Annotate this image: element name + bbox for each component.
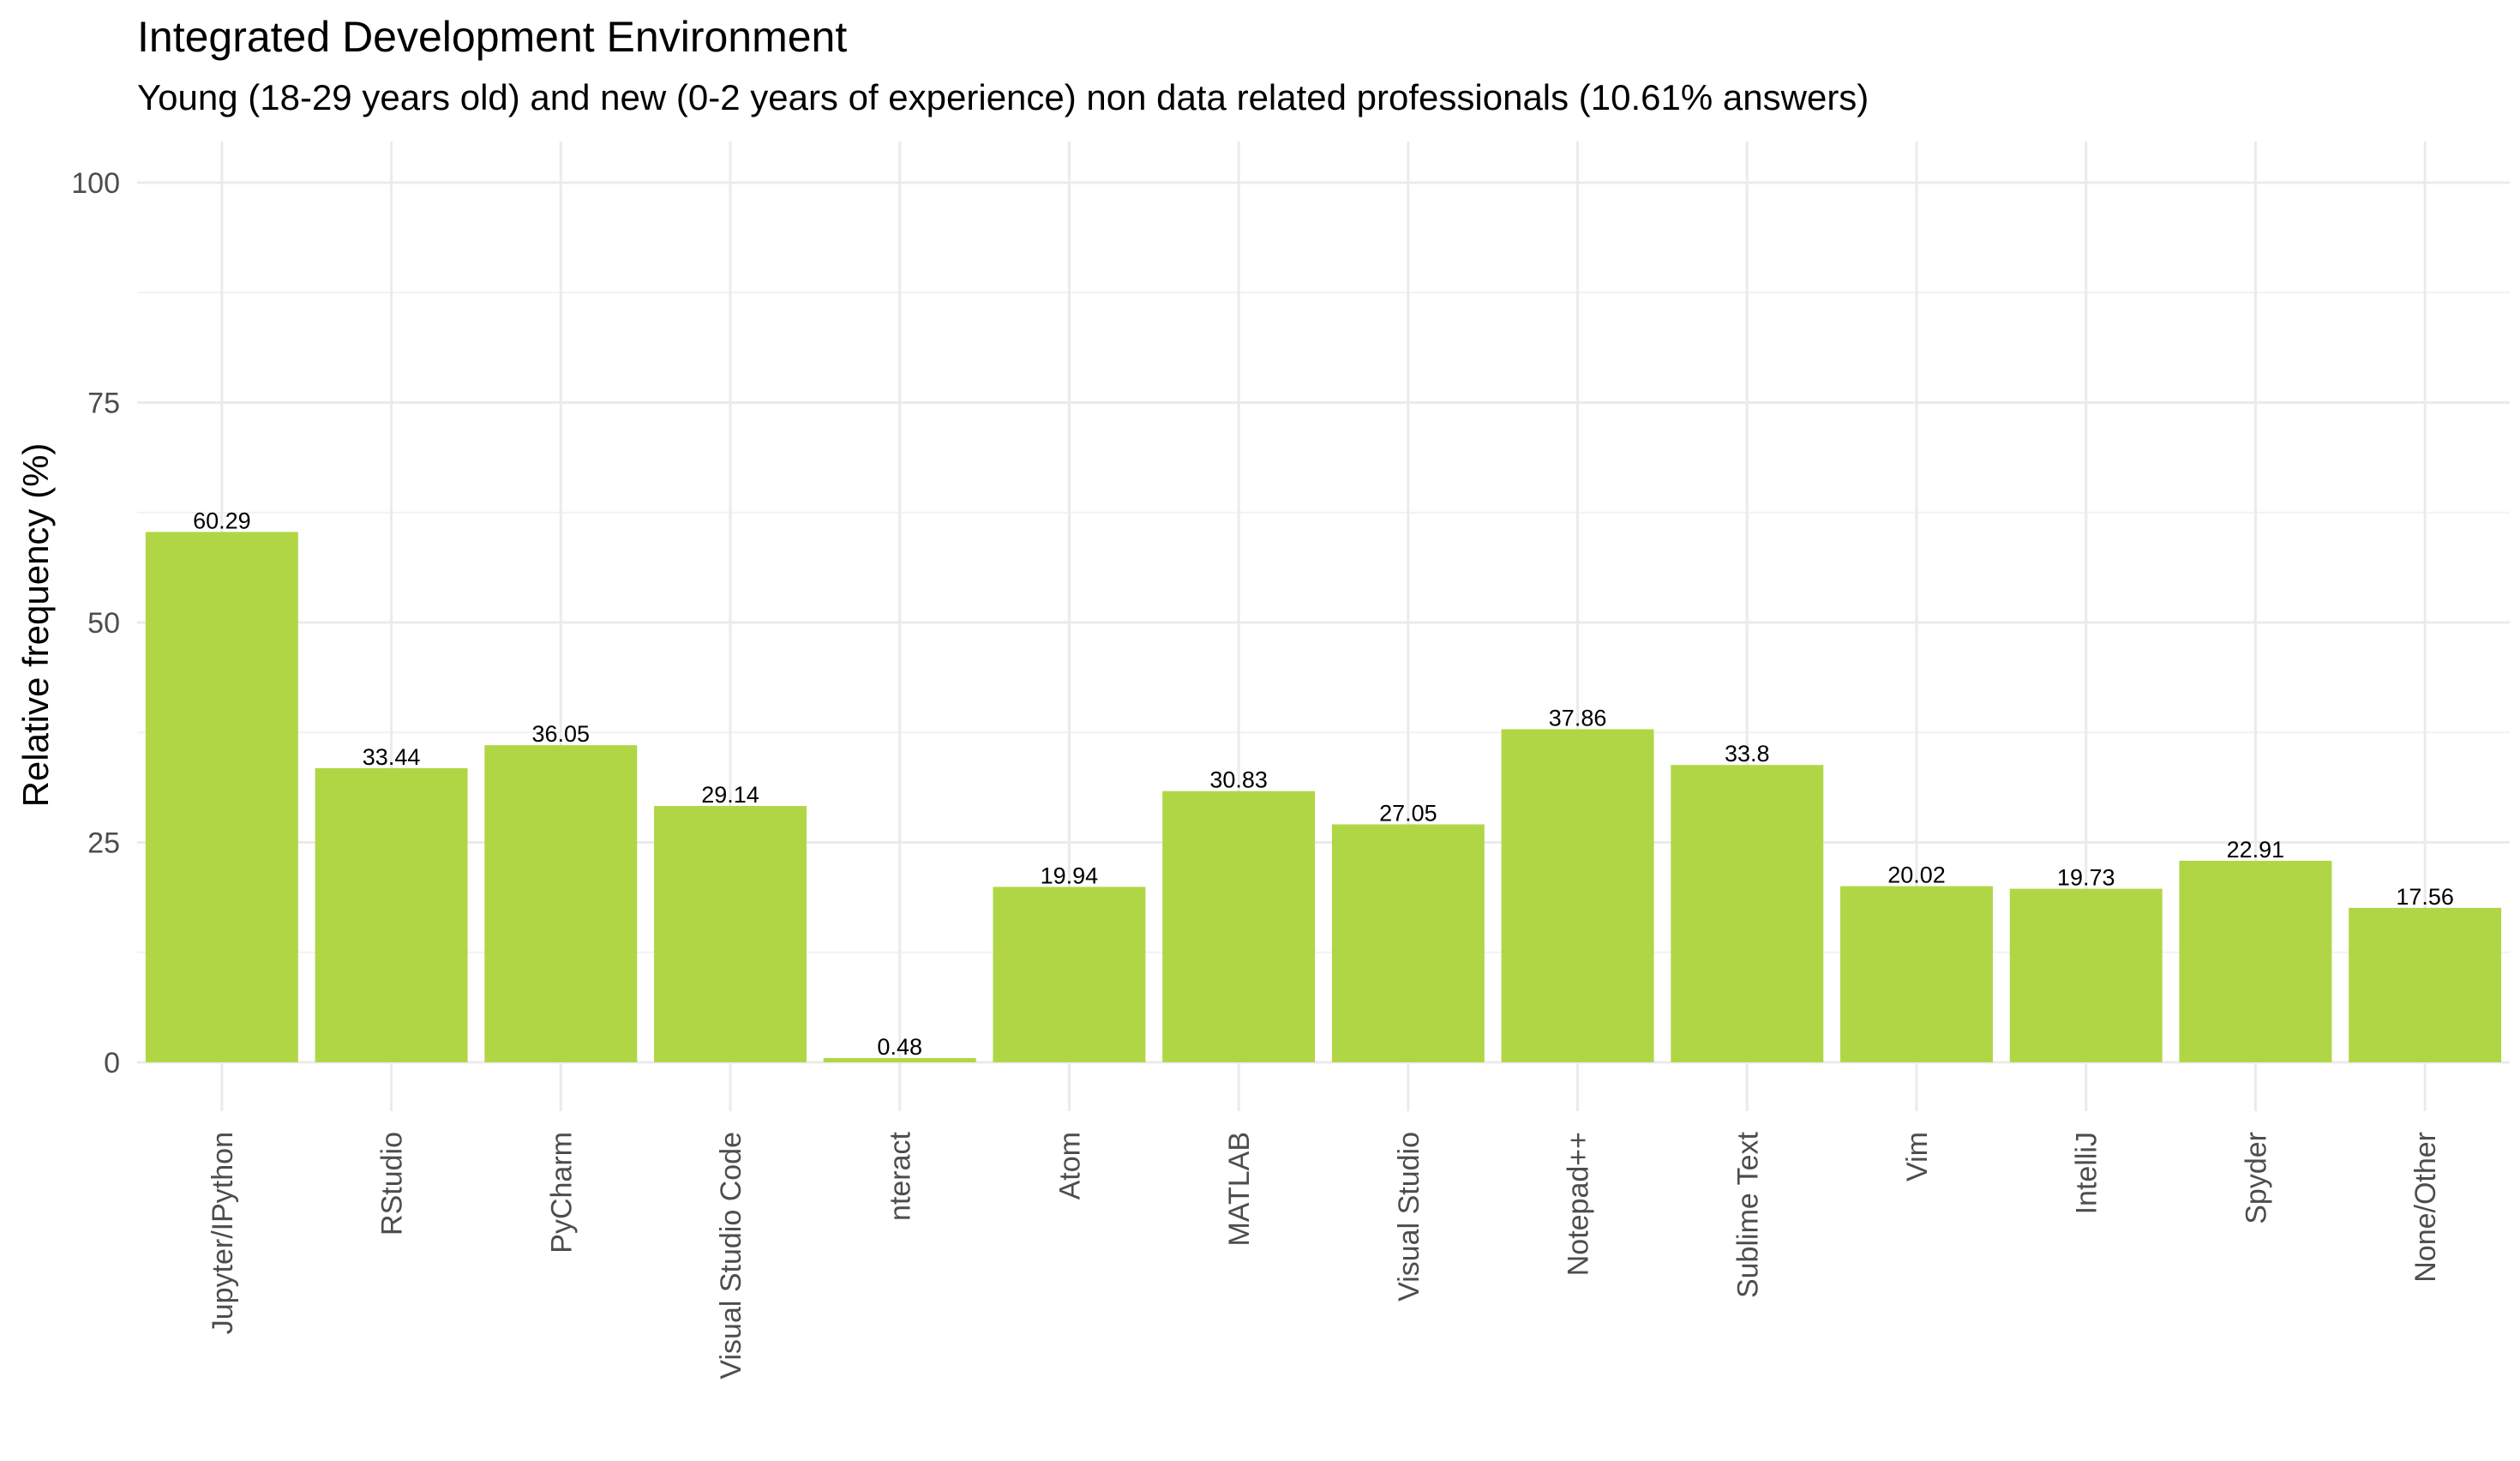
bar xyxy=(484,745,638,1062)
y-tick-label: 50 xyxy=(87,607,120,640)
bar xyxy=(654,806,807,1062)
x-tick-label: IntelliJ xyxy=(2071,1132,2103,1214)
value-label: 29.14 xyxy=(701,782,759,808)
bars xyxy=(145,532,2502,1062)
y-tick-label: 25 xyxy=(87,827,120,860)
value-label: 17.56 xyxy=(2396,884,2454,910)
x-tick-label: MATLAB xyxy=(1223,1132,1256,1247)
value-label: 19.94 xyxy=(1041,863,1099,888)
chart-title: Integrated Development Environment xyxy=(137,13,847,61)
x-tick-label: Notepad++ xyxy=(1563,1132,1595,1276)
value-label: 0.48 xyxy=(877,1034,922,1060)
value-label: 33.8 xyxy=(1725,741,1770,767)
y-axis-title: Relative frequency (%) xyxy=(15,443,56,808)
value-label: 30.83 xyxy=(1209,767,1268,793)
x-tick-label: RStudio xyxy=(376,1132,409,1236)
x-tick-label: nteract xyxy=(885,1131,917,1220)
bar xyxy=(1501,729,1654,1062)
bar xyxy=(993,887,1146,1062)
y-tick-label: 100 xyxy=(71,167,120,200)
bar xyxy=(2009,888,2163,1062)
x-tick-label: PyCharm xyxy=(545,1132,578,1254)
x-tick-label: Spyder xyxy=(2240,1132,2272,1224)
bar xyxy=(1840,886,1993,1062)
x-tick-label: Visual Studio xyxy=(1393,1132,1425,1302)
y-tick-label: 75 xyxy=(87,388,120,420)
x-tick-label: Visual Studio Code xyxy=(715,1132,747,1380)
bar xyxy=(1162,791,1316,1062)
value-label: 20.02 xyxy=(1887,863,1946,888)
bar xyxy=(315,767,468,1062)
x-axis-ticks: Jupyter/IPython RStudio PyCharm Visual Stud… xyxy=(207,1131,2442,1379)
bar xyxy=(145,532,298,1062)
x-tick-label: Sublime Text xyxy=(1731,1131,1764,1298)
y-axis-ticks: 0 25 50 75 100 xyxy=(71,167,120,1079)
value-label: 19.73 xyxy=(2057,865,2115,891)
chart-subtitle: Young (18-29 years old) and new (0-2 yea… xyxy=(137,77,1869,117)
value-label: 36.05 xyxy=(531,721,590,747)
bar xyxy=(2349,907,2502,1062)
y-tick-label: 0 xyxy=(104,1047,120,1079)
value-label: 22.91 xyxy=(2227,837,2285,863)
value-label: 27.05 xyxy=(1379,800,1437,826)
bar xyxy=(1331,824,1485,1062)
value-label: 60.29 xyxy=(193,508,251,533)
bar xyxy=(1671,765,1824,1062)
x-tick-label: Jupyter/IPython xyxy=(207,1132,239,1334)
value-label: 33.44 xyxy=(363,744,421,770)
x-tick-label: None/Other xyxy=(2409,1132,2442,1283)
data-labels: 60.29 33.44 36.05 29.14 0.48 19.94 30.83 27.05 3… xyxy=(193,508,2454,1060)
bar xyxy=(823,1058,976,1062)
x-tick-label: Vim xyxy=(1901,1132,1934,1181)
bar xyxy=(2179,860,2332,1062)
value-label: 37.86 xyxy=(1549,706,1607,731)
x-tick-label: Atom xyxy=(1053,1132,1086,1199)
